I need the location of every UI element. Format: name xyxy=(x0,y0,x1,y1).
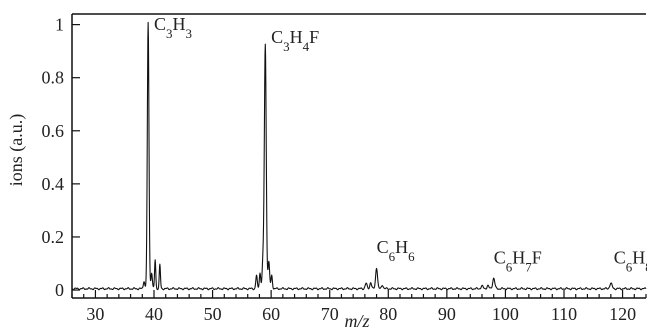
y-axis-label: ions (a.u.) xyxy=(6,114,27,186)
y-axis-ticks: 0 0.2 0.4 0.6 0.8 1 xyxy=(42,15,80,300)
peak-annotations: C3H3 C3H4F C6H6 C6H7F C6H8F2 xyxy=(154,14,647,274)
x-tick-label: 100 xyxy=(492,304,519,324)
y-tick-label: 0.2 xyxy=(42,227,65,247)
x-axis-ticks: 30 40 50 60 70 80 90 100 110 120 xyxy=(71,290,647,324)
x-tick-label: 80 xyxy=(379,304,397,324)
y-tick-label: 1 xyxy=(55,15,64,35)
y-tick-label: 0 xyxy=(55,280,64,300)
x-tick-label: 30 xyxy=(86,304,104,324)
peak-label-1: C3H3 xyxy=(154,14,192,40)
x-tick-label: 70 xyxy=(321,304,339,324)
x-axis-label: m/z xyxy=(344,311,369,330)
x-tick-label: 60 xyxy=(262,304,280,324)
x-tick-label: 40 xyxy=(145,304,163,324)
x-tick-label: 110 xyxy=(551,304,577,324)
peak-label-3: C6H6 xyxy=(377,237,416,264)
y-tick-label: 0.6 xyxy=(42,121,65,141)
x-tick-label: 120 xyxy=(609,304,636,324)
plot-frame xyxy=(71,13,646,299)
peak-label-5: C6H8F2 xyxy=(614,247,647,274)
y-tick-label: 0.4 xyxy=(42,174,65,194)
x-tick-label: 50 xyxy=(204,304,222,324)
peak-label-4: C6H7F xyxy=(494,247,542,274)
y-tick-label: 0.8 xyxy=(42,68,65,88)
peak-label-2: C3H4F xyxy=(271,27,319,54)
spectrum-series-line xyxy=(71,21,647,291)
x-tick-label: 90 xyxy=(438,304,456,324)
